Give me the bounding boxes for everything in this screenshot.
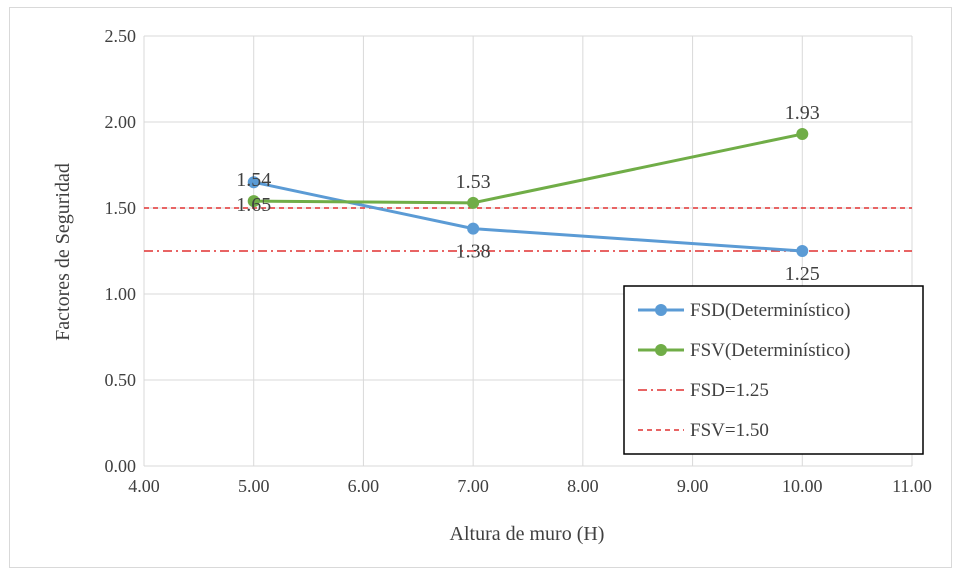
x-axis-title: Altura de muro (H) <box>450 523 605 545</box>
y-axis-title: Factores de Seguridad <box>52 163 74 341</box>
data-point <box>796 128 809 141</box>
legend-label: FSV=1.50 <box>690 420 769 441</box>
x-tick-label: 5.00 <box>238 476 270 496</box>
data-label: 1.93 <box>785 102 820 124</box>
legend-label: FSD=1.25 <box>690 380 769 401</box>
legend-label: FSD(Determinístico) <box>690 300 850 321</box>
y-tick-labels: 0.00 0.50 1.00 1.50 2.00 2.50 <box>105 26 137 476</box>
data-point <box>247 176 260 189</box>
legend-label: FSV(Determinístico) <box>690 340 850 361</box>
legend-marker <box>655 344 667 356</box>
y-tick-label: 2.00 <box>105 112 137 132</box>
x-tick-label: 8.00 <box>567 476 599 496</box>
y-tick-label: 1.50 <box>105 198 137 218</box>
y-tick-label: 1.00 <box>105 284 137 304</box>
data-points <box>247 128 809 257</box>
y-tick-label: 0.50 <box>105 370 137 390</box>
legend: FSD(Determinístico) FSV(Determinístico) FS… <box>623 285 924 455</box>
data-labels: 1.65 1.38 1.25 1.54 1.53 1.93 <box>236 102 820 285</box>
x-tick-label: 9.00 <box>677 476 709 496</box>
data-point <box>247 195 260 208</box>
x-tick-label: 4.00 <box>128 476 160 496</box>
data-label: 1.53 <box>456 171 491 193</box>
data-point <box>467 222 480 235</box>
y-tick-label: 2.50 <box>105 26 137 46</box>
x-tick-labels: 4.00 5.00 6.00 7.00 8.00 9.00 10.00 11.00 <box>128 476 932 496</box>
legend-marker <box>655 304 667 316</box>
data-label: 1.65 <box>236 194 271 216</box>
legend-box <box>623 285 924 455</box>
x-tick-label: 11.00 <box>892 476 932 496</box>
data-point <box>467 196 480 209</box>
data-label: 1.38 <box>456 241 491 263</box>
data-label: 1.54 <box>236 169 271 191</box>
x-tick-label: 6.00 <box>348 476 380 496</box>
x-tick-label: 10.00 <box>782 476 823 496</box>
data-point <box>796 245 809 257</box>
x-tick-label: 7.00 <box>457 476 489 496</box>
y-tick-label: 0.00 <box>105 456 137 476</box>
data-label: 1.25 <box>785 263 820 285</box>
